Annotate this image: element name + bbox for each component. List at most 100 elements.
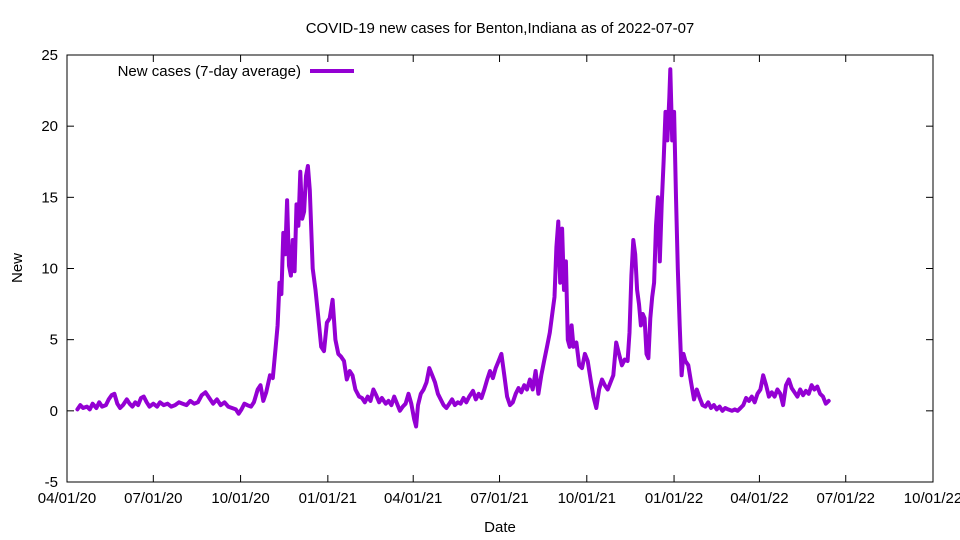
data-point — [523, 384, 525, 386]
x-axis-label: Date — [484, 519, 516, 536]
data-point — [682, 353, 685, 355]
data-point — [587, 360, 589, 362]
data-point — [253, 401, 255, 403]
data-point — [669, 68, 671, 70]
data-point — [687, 364, 689, 366]
data-point — [595, 407, 597, 409]
data-point — [170, 406, 172, 408]
data-point — [265, 391, 267, 393]
data-point — [105, 404, 107, 406]
data-point — [113, 393, 115, 395]
data-point — [627, 360, 629, 362]
data-point — [454, 404, 456, 406]
y-tick-label: 5 — [50, 332, 58, 349]
data-point — [425, 381, 428, 383]
data-point — [399, 410, 401, 412]
data-point — [512, 401, 514, 403]
legend-label: New cases (7-day average) — [118, 63, 301, 80]
data-point — [822, 396, 824, 398]
data-point — [92, 403, 94, 405]
data-point — [402, 406, 404, 408]
data-point — [465, 401, 467, 403]
data-point — [782, 404, 784, 406]
data-point — [819, 393, 821, 395]
data-point — [506, 396, 508, 398]
data-point — [621, 364, 623, 366]
data-point — [618, 353, 620, 355]
data-point — [284, 253, 286, 255]
y-tick-label: 0 — [50, 403, 58, 420]
data-point — [462, 397, 465, 399]
data-point — [346, 378, 348, 381]
data-point — [657, 196, 659, 198]
data-point — [122, 404, 124, 406]
legend: New cases (7-day average) — [118, 63, 354, 80]
data-point — [727, 408, 729, 410]
data-point — [754, 401, 756, 403]
data-point — [329, 317, 331, 319]
data-point — [326, 322, 328, 324]
data-point — [677, 267, 679, 270]
data-point — [651, 296, 653, 298]
data-point — [771, 391, 773, 393]
data-point — [774, 396, 776, 398]
data-point — [615, 341, 617, 344]
data-point — [301, 218, 303, 220]
data-point — [364, 401, 366, 403]
data-point — [334, 339, 336, 341]
data-point — [354, 388, 356, 391]
data-point — [208, 397, 210, 399]
data-point — [751, 396, 753, 398]
data-point — [98, 401, 100, 403]
data-point — [721, 410, 724, 412]
data-point — [796, 396, 799, 398]
data-point — [663, 161, 665, 163]
data-point — [765, 384, 767, 386]
data-point — [288, 265, 290, 267]
data-point — [235, 408, 237, 410]
data-point — [673, 111, 675, 113]
data-point — [590, 378, 592, 381]
data-point — [788, 378, 790, 381]
data-point — [415, 425, 417, 428]
data-point — [163, 404, 165, 406]
data-point — [305, 175, 307, 177]
data-point — [575, 341, 578, 344]
data-point — [146, 401, 148, 403]
data-point — [272, 377, 274, 379]
data-point — [552, 310, 554, 312]
data-point — [569, 346, 571, 348]
data-point — [756, 393, 759, 395]
data-point — [358, 396, 360, 398]
data-point — [647, 357, 650, 359]
data-point — [189, 400, 191, 402]
data-point — [553, 296, 556, 298]
x-tick-label: 07/01/20 — [124, 490, 182, 507]
chart-title: COVID-19 new cases for Benton,Indiana as… — [306, 20, 695, 37]
data-point — [361, 397, 363, 399]
data-point — [420, 393, 422, 395]
data-point — [529, 378, 531, 381]
data-point — [89, 408, 91, 410]
data-point — [609, 381, 612, 383]
data-point — [134, 401, 136, 403]
data-point — [655, 225, 657, 227]
data-point — [204, 391, 207, 393]
data-point — [799, 388, 801, 391]
data-point — [472, 390, 474, 392]
data-point — [768, 396, 770, 398]
data-point — [434, 381, 436, 383]
x-tick-label: 04/01/20 — [38, 490, 96, 507]
data-point — [140, 397, 142, 399]
data-point — [644, 317, 646, 319]
y-tick-label: 25 — [41, 47, 58, 64]
data-point — [116, 403, 118, 405]
data-point — [500, 353, 502, 355]
data-point — [498, 360, 500, 362]
plot-frame — [66, 54, 934, 483]
data-point — [201, 394, 203, 396]
data-point — [174, 404, 176, 406]
data-point — [269, 374, 271, 376]
data-point — [659, 260, 661, 262]
data-point — [684, 360, 687, 362]
